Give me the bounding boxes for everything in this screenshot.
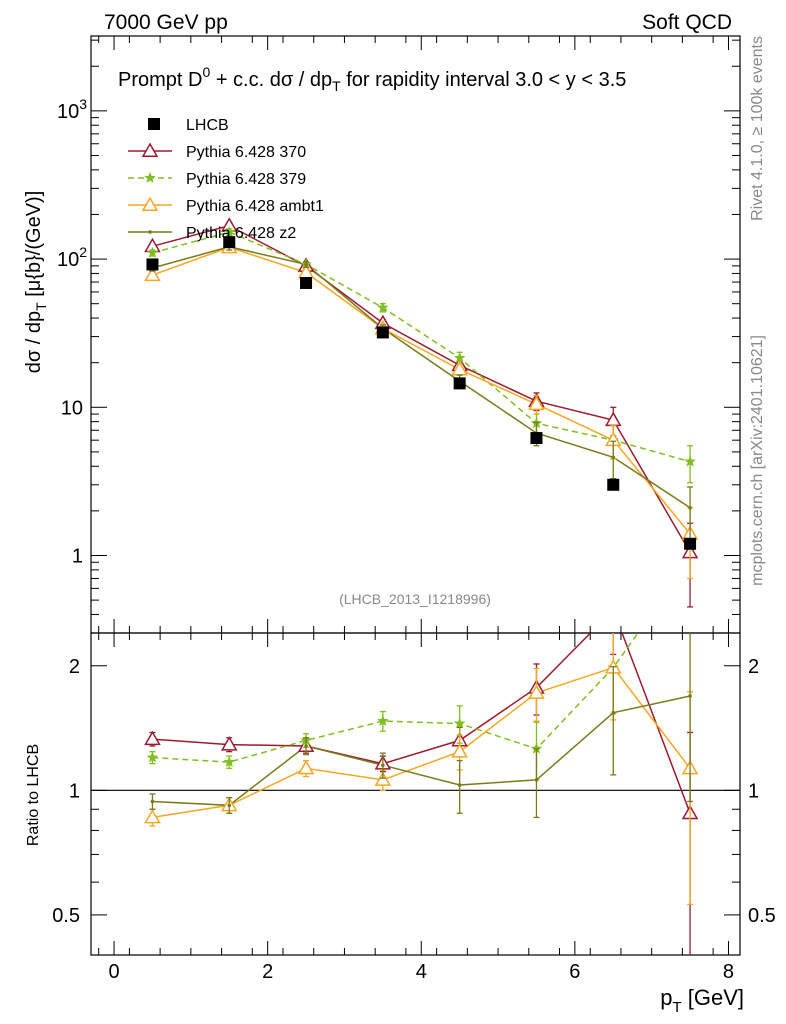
y-tick-label: 102 bbox=[57, 244, 87, 271]
legend-marker bbox=[141, 142, 159, 157]
series-1-ratio-line bbox=[152, 633, 691, 814]
x-tick-label: 0 bbox=[108, 961, 119, 983]
legend-label: Pythia 6.428 z2 bbox=[186, 225, 296, 242]
series-4-ratio-point bbox=[150, 799, 155, 804]
series-3-line bbox=[152, 246, 691, 535]
rivet-version-label: Rivet 4.1.0, ≥ 100k events bbox=[749, 36, 766, 221]
series-4-point bbox=[611, 455, 616, 460]
data-point bbox=[146, 258, 159, 271]
legend-marker bbox=[148, 118, 160, 130]
data-point bbox=[607, 478, 620, 491]
x-tick-label: 8 bbox=[723, 961, 734, 983]
series-4-line bbox=[152, 246, 691, 509]
x-axis-label: pT [GeV] bbox=[660, 985, 744, 1016]
data-point bbox=[376, 326, 389, 339]
series-2-point bbox=[146, 246, 159, 259]
series-2-point bbox=[453, 351, 466, 364]
analysis-id-label: (LHCB_2013_I1218996) bbox=[339, 591, 491, 607]
series-4-ratio-point bbox=[304, 744, 308, 748]
legend-marker bbox=[144, 171, 156, 183]
series-4-ratio-point bbox=[611, 710, 616, 715]
legend-label: Pythia 6.428 ambt1 bbox=[186, 198, 324, 215]
x-tick-label: 6 bbox=[569, 961, 580, 983]
series-4-point bbox=[688, 505, 692, 510]
data-point bbox=[684, 537, 697, 550]
legend: LHCB Pythia 6.428 370 Pythia 6.428 379 Pyth… bbox=[128, 117, 324, 242]
series-3-ratio-point bbox=[374, 771, 392, 786]
series-1-ratio-point bbox=[220, 736, 238, 751]
series-3-ratio-line bbox=[152, 666, 691, 819]
series-2-ratio-point bbox=[146, 751, 159, 763]
data-point bbox=[300, 276, 313, 289]
series-2-line bbox=[152, 231, 691, 463]
ratio-tick-label-left: 1 bbox=[69, 780, 80, 802]
ratio-plot-frame bbox=[90, 632, 741, 956]
ratio-tick-label-left: 2 bbox=[69, 656, 80, 678]
legend-label: Pythia 6.428 379 bbox=[186, 171, 306, 188]
series-3-ratio-point bbox=[144, 808, 161, 824]
header-energy-label: 7000 GeV pp bbox=[104, 11, 228, 34]
ratio-tick-label-left: 0.5 bbox=[52, 905, 80, 927]
series-1-line bbox=[152, 224, 691, 553]
y-tick-label: 10 bbox=[61, 397, 83, 419]
y-tick-label: 1 bbox=[72, 546, 83, 568]
ratio-tick-label-right: 2 bbox=[748, 656, 759, 678]
series-4-ratio-point bbox=[381, 763, 385, 768]
legend-label: LHCB bbox=[186, 117, 229, 134]
y-tick-label: 103 bbox=[57, 96, 87, 123]
series-2-ratio-point bbox=[376, 714, 389, 727]
series-4-ratio-point bbox=[457, 783, 462, 787]
ratio-tick-label-right: 0.5 bbox=[748, 905, 776, 927]
series-markers bbox=[144, 217, 699, 955]
series-2-ratio-point bbox=[453, 717, 466, 729]
series-2-ratio-point bbox=[223, 755, 236, 768]
series-2-point bbox=[684, 455, 696, 467]
series-4-ratio-point bbox=[227, 803, 232, 808]
chart-title: Prompt D0 + c.c. dσ / dpT for rapidity i… bbox=[118, 64, 626, 94]
series-4-ratio-point bbox=[688, 694, 692, 698]
series-1-ratio-point bbox=[144, 730, 161, 746]
ratio-y-axis-label: Ratio to LHCB bbox=[25, 744, 42, 846]
series-4-point bbox=[304, 262, 308, 267]
y-axis-label: dσ / dpT [μ{b}/(GeV)] bbox=[23, 191, 49, 374]
x-tick-label: 2 bbox=[262, 961, 273, 983]
series-2-point bbox=[223, 225, 236, 238]
series-3-point bbox=[144, 266, 161, 282]
series-4-ratio-point bbox=[534, 778, 539, 782]
series-2-ratio-line bbox=[152, 633, 639, 763]
data-point bbox=[453, 377, 466, 390]
legend-label: Pythia 6.428 370 bbox=[186, 144, 306, 161]
mcplots-source-label: mcplots.cern.ch [arXiv:2401.10621] bbox=[749, 335, 766, 586]
axis-ticks: 0 2 4 6 8 1 10 102 103 0.5 0.5 1 1 2 2 bbox=[52, 36, 776, 983]
x-tick-label: 4 bbox=[416, 961, 427, 983]
series-lines bbox=[152, 224, 691, 819]
series-2-point bbox=[376, 301, 389, 313]
ratio-tick-label-right: 1 bbox=[748, 780, 759, 802]
data-point bbox=[223, 236, 236, 249]
data-point bbox=[530, 432, 543, 445]
series-4-ratio-line bbox=[152, 695, 691, 807]
series-3-ratio-point bbox=[451, 743, 468, 758]
series-3-ratio-point bbox=[297, 759, 315, 775]
legend-marker bbox=[148, 230, 152, 234]
header-category-label: Soft QCD bbox=[642, 11, 732, 34]
series-3-ratio-point bbox=[528, 684, 545, 699]
legend-marker bbox=[141, 196, 159, 211]
series-3-point bbox=[528, 395, 545, 411]
